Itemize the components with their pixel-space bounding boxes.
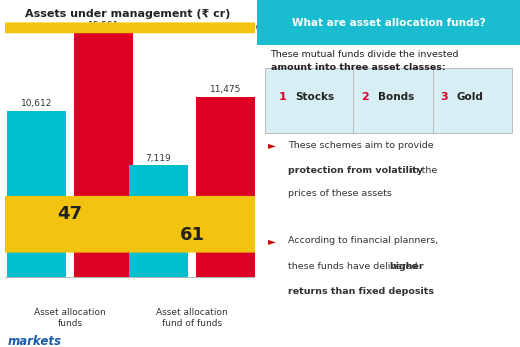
Text: Stocks: Stocks: [295, 92, 334, 102]
Bar: [109, 25, 127, 31]
Text: returns than fixed deposits: returns than fixed deposits: [288, 287, 434, 296]
Text: 61: 61: [179, 226, 204, 244]
Text: These schemes aim to provide: These schemes aim to provide: [288, 141, 433, 150]
Text: these funds have delivered: these funds have delivered: [288, 262, 420, 271]
Circle shape: [0, 197, 520, 231]
Text: Asset allocation
funds: Asset allocation funds: [34, 308, 106, 328]
Text: higher: higher: [389, 262, 424, 271]
FancyBboxPatch shape: [257, 0, 520, 45]
Text: 15,551: 15,551: [88, 21, 119, 30]
Text: prices of these assets: prices of these assets: [288, 189, 392, 198]
Text: Asset allocation
fund of funds: Asset allocation fund of funds: [156, 308, 228, 328]
Text: 1: 1: [278, 92, 286, 102]
Text: Assets under management (₹ cr): Assets under management (₹ cr): [25, 9, 230, 19]
Text: ►: ►: [268, 141, 276, 151]
Text: ►: ►: [268, 236, 276, 246]
Text: March ’21: March ’21: [131, 23, 175, 32]
Text: What are asset allocation funds?: What are asset allocation funds?: [292, 18, 486, 27]
Text: According to financial planners,: According to financial planners,: [288, 236, 438, 245]
Text: protection from volatility: protection from volatility: [288, 166, 423, 175]
FancyBboxPatch shape: [265, 68, 512, 133]
Text: markets: markets: [8, 335, 62, 347]
Circle shape: [0, 23, 520, 33]
Text: 2: 2: [361, 92, 369, 102]
Text: 11,475: 11,475: [210, 85, 241, 94]
Text: 3: 3: [440, 92, 448, 102]
Text: March ’20: March ’20: [31, 23, 75, 32]
Text: Gold: Gold: [457, 92, 484, 102]
Text: 7,119: 7,119: [146, 154, 172, 163]
Bar: [129, 166, 188, 277]
Text: % growth: % growth: [229, 23, 272, 32]
Text: 10,612: 10,612: [21, 99, 53, 108]
Bar: [9, 25, 27, 31]
Text: Bonds: Bonds: [378, 92, 414, 102]
Text: amount into three asset classes:: amount into three asset classes:: [270, 63, 445, 72]
Bar: [7, 111, 66, 277]
Text: These mutual funds divide the invested: These mutual funds divide the invested: [270, 50, 459, 59]
Circle shape: [0, 218, 520, 252]
Text: 47: 47: [58, 205, 83, 223]
Bar: [196, 97, 255, 277]
Text: in the: in the: [407, 166, 437, 175]
Bar: [74, 33, 133, 277]
